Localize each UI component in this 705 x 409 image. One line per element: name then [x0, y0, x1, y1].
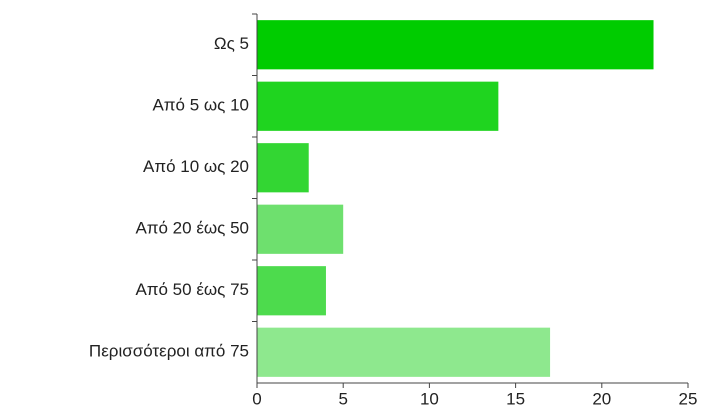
bar [257, 143, 309, 193]
x-tick-label: 15 [506, 389, 525, 408]
y-tick-label: Από 20 έως 50 [135, 219, 249, 238]
x-tick-label: 20 [592, 389, 611, 408]
bar [257, 20, 654, 70]
x-tick-label: 25 [679, 389, 698, 408]
bar [257, 81, 499, 131]
bar [257, 266, 326, 316]
x-tick-label: 5 [338, 389, 347, 408]
bar [257, 204, 344, 254]
x-tick-label: 0 [252, 389, 261, 408]
y-tick-label: Ως 5 [214, 34, 249, 53]
y-tick-label: Από 10 ως 20 [143, 157, 249, 176]
y-tick-label: Από 50 έως 75 [135, 280, 249, 299]
y-tick-label: Από 5 ως 10 [152, 96, 249, 115]
bar [257, 327, 551, 377]
y-tick-label: Περισσότεροι από 75 [89, 342, 249, 361]
x-tick-label: 10 [420, 389, 439, 408]
